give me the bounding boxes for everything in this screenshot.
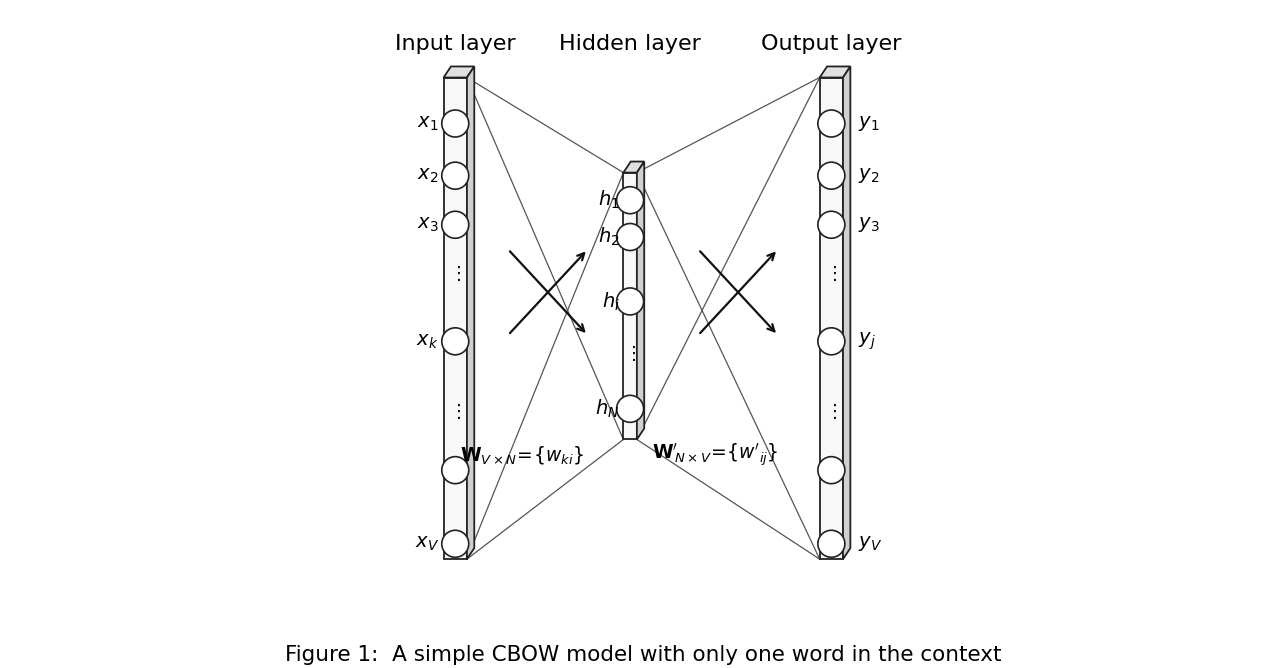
Text: Input layer: Input layer [395, 34, 516, 53]
Text: $\vdots$: $\vdots$ [826, 265, 837, 283]
Circle shape [442, 457, 469, 484]
Text: $h_i$: $h_i$ [602, 291, 620, 313]
Circle shape [616, 288, 643, 315]
Text: Hidden layer: Hidden layer [559, 34, 701, 53]
Circle shape [818, 328, 845, 355]
Text: $\mathbf{W}_{V\times N}\!=\!\{w_{ki}\}$: $\mathbf{W}_{V\times N}\!=\!\{w_{ki}\}$ [460, 444, 584, 466]
Text: $\vdots$: $\vdots$ [449, 402, 462, 422]
Circle shape [442, 328, 469, 355]
Polygon shape [624, 172, 637, 440]
Text: $y_1$: $y_1$ [858, 114, 880, 133]
Text: $y_2$: $y_2$ [858, 166, 880, 185]
Text: $x_3$: $x_3$ [417, 215, 439, 234]
Text: $x_1$: $x_1$ [417, 114, 439, 133]
Text: $h_N$: $h_N$ [595, 397, 620, 420]
Text: $y_V$: $y_V$ [858, 534, 882, 553]
Circle shape [442, 110, 469, 137]
Circle shape [616, 224, 643, 250]
Circle shape [442, 530, 469, 557]
Circle shape [818, 162, 845, 189]
Text: $h_2$: $h_2$ [598, 226, 620, 248]
Polygon shape [467, 66, 475, 559]
Text: $x_k$: $x_k$ [417, 332, 439, 351]
Text: Figure 1:  A simple CBOW model with only one word in the context: Figure 1: A simple CBOW model with only … [284, 645, 1002, 665]
Circle shape [818, 457, 845, 484]
Polygon shape [444, 77, 467, 559]
Polygon shape [624, 162, 644, 172]
Circle shape [442, 162, 469, 189]
Circle shape [616, 187, 643, 214]
Text: $y_3$: $y_3$ [858, 215, 880, 234]
Text: $\vdots$: $\vdots$ [449, 265, 462, 283]
Polygon shape [819, 66, 850, 77]
Circle shape [818, 530, 845, 557]
Polygon shape [844, 66, 850, 559]
Text: $\vdots$: $\vdots$ [624, 344, 637, 363]
Text: $y_j$: $y_j$ [858, 331, 876, 352]
Text: $x_2$: $x_2$ [418, 166, 439, 185]
Text: $\mathbf{W}'\!_{N\times V}\!=\!\{w'_{ij}\}$: $\mathbf{W}'\!_{N\times V}\!=\!\{w'_{ij}… [652, 442, 778, 468]
Text: $\vdots$: $\vdots$ [826, 402, 837, 422]
Text: Output layer: Output layer [761, 34, 901, 53]
Text: $h_1$: $h_1$ [598, 189, 620, 211]
Polygon shape [637, 162, 644, 440]
Text: $x_V$: $x_V$ [414, 534, 439, 553]
Polygon shape [444, 66, 475, 77]
Circle shape [818, 110, 845, 137]
Circle shape [442, 211, 469, 238]
Circle shape [818, 211, 845, 238]
Polygon shape [819, 77, 844, 559]
Circle shape [616, 395, 643, 422]
